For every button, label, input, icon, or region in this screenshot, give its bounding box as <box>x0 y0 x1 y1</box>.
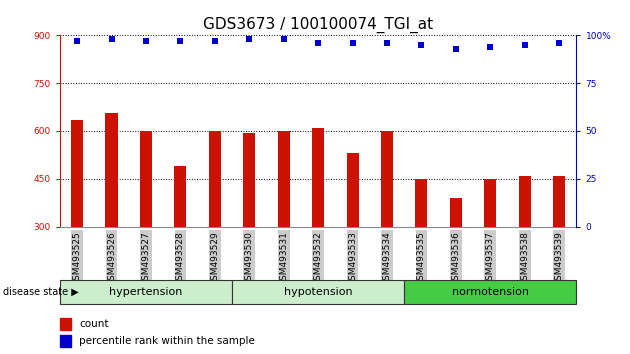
Bar <box>60 280 232 304</box>
Text: hypertension: hypertension <box>109 287 183 297</box>
Point <box>451 46 461 52</box>
Point <box>72 38 82 44</box>
Bar <box>404 280 576 304</box>
Point <box>416 42 427 48</box>
Point <box>210 38 220 44</box>
Bar <box>450 198 462 227</box>
Point <box>278 36 289 42</box>
Point <box>485 44 495 50</box>
Point <box>520 42 530 48</box>
Bar <box>209 131 221 227</box>
Point <box>382 40 392 46</box>
Point <box>106 36 117 42</box>
Point <box>244 36 255 42</box>
Bar <box>553 176 565 227</box>
Text: normotension: normotension <box>452 287 529 297</box>
Bar <box>140 131 152 227</box>
Point <box>554 40 564 46</box>
Bar <box>415 179 428 227</box>
Text: hypotension: hypotension <box>284 287 352 297</box>
Bar <box>60 335 71 347</box>
Title: GDS3673 / 100100074_TGI_at: GDS3673 / 100100074_TGI_at <box>203 16 433 33</box>
Bar <box>278 131 290 227</box>
Text: percentile rank within the sample: percentile rank within the sample <box>79 336 255 346</box>
Bar <box>243 132 255 227</box>
Point <box>348 40 358 46</box>
Text: count: count <box>79 319 108 329</box>
Bar <box>175 166 186 227</box>
Bar <box>71 120 83 227</box>
Bar <box>312 128 324 227</box>
Bar <box>346 153 358 227</box>
Bar <box>232 280 404 304</box>
Bar <box>60 318 71 330</box>
Bar <box>381 131 393 227</box>
Point <box>141 38 151 44</box>
Point <box>175 38 185 44</box>
Bar <box>484 179 496 227</box>
Text: disease state ▶: disease state ▶ <box>3 287 79 297</box>
Bar <box>105 113 118 227</box>
Point <box>313 40 323 46</box>
Bar <box>518 176 531 227</box>
